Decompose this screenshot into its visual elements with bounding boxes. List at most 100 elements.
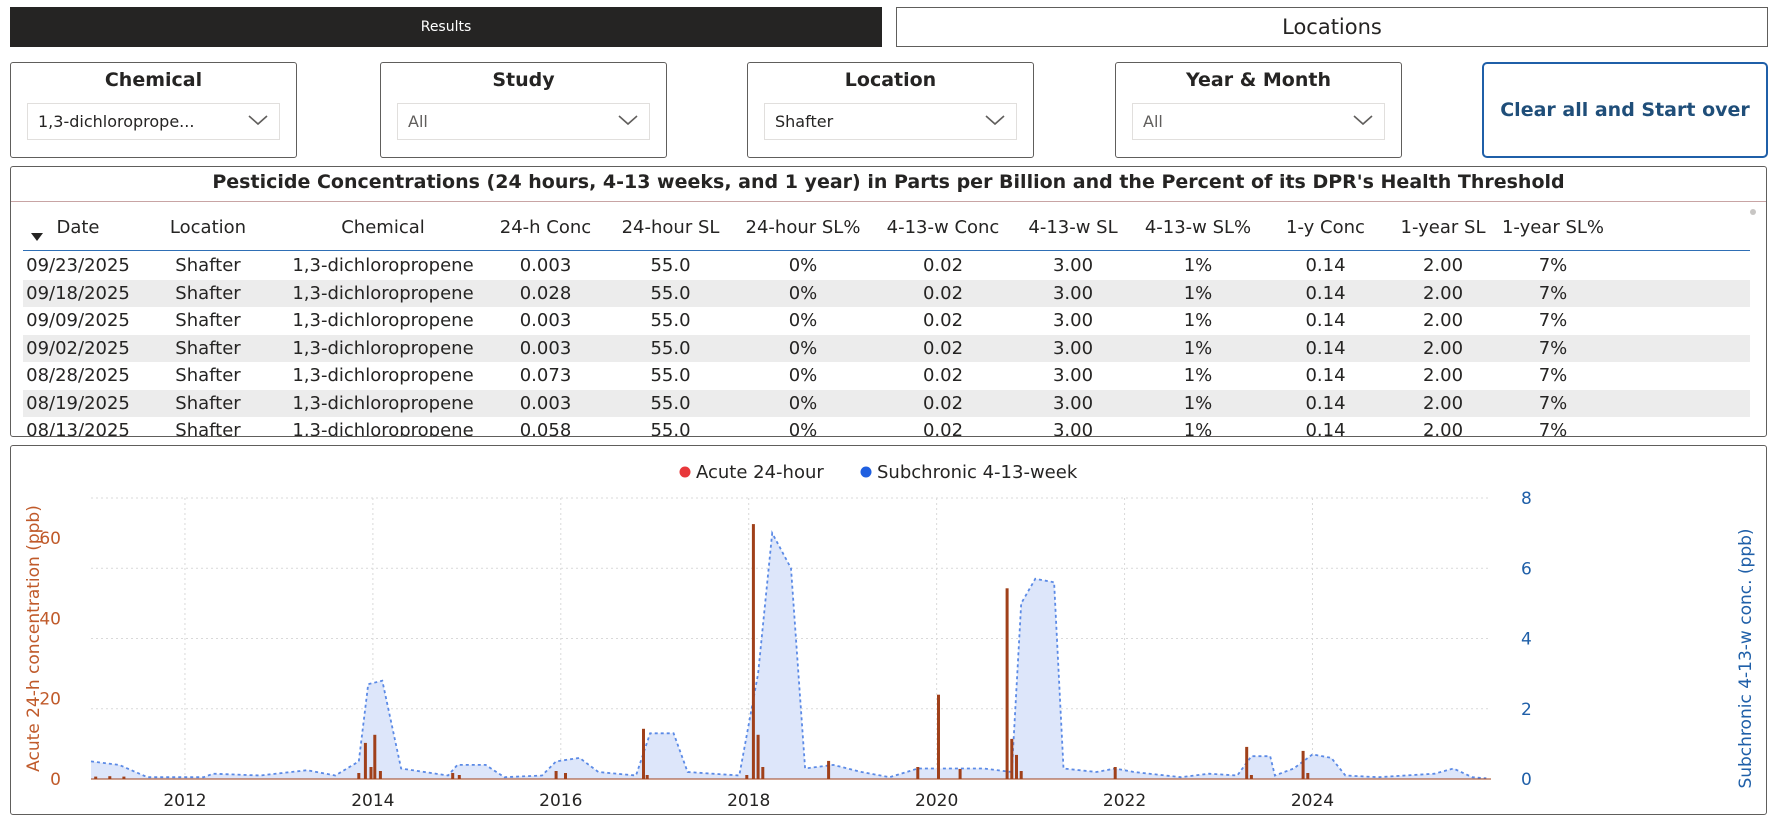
cell-413w-sl-pct: 1% <box>1183 337 1213 359</box>
cell-24h-sl: 55.0 <box>650 337 691 359</box>
acute-bar <box>378 771 382 779</box>
chemical-dropdown[interactable]: 1,3-dichloroprope... <box>27 103 280 140</box>
cell-location: Shafter <box>175 337 241 359</box>
cell-1y-conc: 0.14 <box>1305 310 1346 332</box>
sort-descending-icon[interactable] <box>31 233 43 241</box>
column-header-location[interactable]: Location <box>169 217 247 238</box>
cell-chemical: 1,3-dichloropropene <box>292 337 474 359</box>
cell-413w-conc: 0.02 <box>922 420 964 437</box>
tab-locations[interactable]: Locations <box>896 7 1768 47</box>
acute-bar <box>756 734 760 779</box>
cell-location: Shafter <box>175 282 241 304</box>
acute-bar <box>1015 754 1018 779</box>
acute-bar <box>1245 746 1249 779</box>
table-row[interactable]: 09/18/2025 Shafter 1,3-dichloropropene 0.02… <box>23 279 1750 307</box>
cell-chemical: 1,3-dichloropropene <box>292 255 474 277</box>
acute-bar <box>564 773 567 779</box>
concentration-table: Pesticide Concentrations (24 hours, 4-13… <box>10 166 1767 437</box>
column-header-chemical[interactable]: Chemical <box>341 217 425 238</box>
tab-results[interactable]: Results <box>10 7 882 47</box>
acute-bar <box>761 767 765 779</box>
x-tick-label: 2018 <box>727 791 770 811</box>
slicer-title: Location <box>844 69 937 91</box>
acute-bar <box>1019 771 1023 779</box>
cell-1y-conc: 0.14 <box>1305 337 1346 359</box>
table-row[interactable]: 08/19/2025 Shafter 1,3-dichloropropene 0.00… <box>23 389 1750 417</box>
acute-bar <box>357 773 361 779</box>
red-dot-icon <box>679 466 691 478</box>
cell-24h-conc: 0.073 <box>519 365 572 387</box>
column-header-24h-sl-pct[interactable]: 24-hour SL% <box>745 217 861 238</box>
right-tick-label: 2 <box>1521 700 1532 720</box>
cell-date: 09/23/2025 <box>26 255 130 277</box>
column-header-1y-sl-pct[interactable]: 1-year SL% <box>1501 217 1605 238</box>
cell-413w-sl: 3.00 <box>1052 392 1094 414</box>
study-dropdown[interactable]: All <box>397 103 650 140</box>
cell-24h-sl-pct: 0% <box>788 392 818 414</box>
location-dropdown[interactable]: Shafter <box>764 103 1017 140</box>
column-header-1y-sl[interactable]: 1-year SL <box>1400 217 1486 238</box>
table-row[interactable]: 09/09/2025 Shafter 1,3-dichloropropene 0.00… <box>23 307 1750 335</box>
x-tick-label: 2024 <box>1291 791 1334 811</box>
chevron-down-icon <box>618 115 638 126</box>
left-tick-label: 60 <box>39 529 61 549</box>
cell-location: Shafter <box>175 392 241 414</box>
column-header-413w-conc[interactable]: 4-13-w Conc <box>886 217 1000 238</box>
table-row[interactable]: 08/28/2025 Shafter 1,3-dichloropropene 0.07… <box>23 362 1750 390</box>
cell-413w-sl-pct: 1% <box>1183 392 1213 414</box>
cell-location: Shafter <box>175 310 241 332</box>
clear-all-button[interactable]: Clear all and Start over <box>1482 62 1768 158</box>
right-tick-label: 6 <box>1521 559 1532 579</box>
cell-1y-sl: 2.00 <box>1422 365 1464 387</box>
table-row[interactable]: 08/13/2025 Shafter 1,3-dichloropropene 0.05… <box>23 417 1750 437</box>
x-tick-label: 2020 <box>915 791 958 811</box>
legend-subchronic: Subchronic 4-13-week <box>877 462 1078 483</box>
cell-1y-sl-pct: 7% <box>1538 337 1568 359</box>
left-tick-label: 20 <box>39 690 61 710</box>
cell-24h-conc: 0.028 <box>519 282 572 304</box>
cell-24h-sl: 55.0 <box>650 420 691 437</box>
slicer-title: Year & Month <box>1186 69 1331 91</box>
cell-1y-sl-pct: 7% <box>1538 282 1568 304</box>
cell-413w-conc: 0.02 <box>922 310 964 332</box>
year-month-dropdown[interactable]: All <box>1132 103 1385 140</box>
acute-bar <box>1249 775 1253 779</box>
column-header-413w-sl[interactable]: 4-13-w SL <box>1028 217 1118 238</box>
table-row[interactable]: 09/02/2025 Shafter 1,3-dichloropropene 0.00… <box>23 334 1750 362</box>
cell-24h-sl: 55.0 <box>650 365 691 387</box>
x-tick-label: 2022 <box>1103 791 1146 811</box>
acute-bar <box>108 776 112 779</box>
acute-bar <box>1005 588 1009 779</box>
left-axis-title: Acute 24-h concentration (ppb) <box>24 505 44 772</box>
column-header-24h-conc[interactable]: 24-h Conc <box>499 217 592 238</box>
cell-24h-conc: 0.003 <box>519 337 572 359</box>
year-month-slicer: Year & Month All <box>1115 62 1402 158</box>
cell-date: 09/09/2025 <box>26 310 130 332</box>
table-row[interactable]: 09/23/2025 Shafter 1,3-dichloropropene 0.00… <box>23 252 1750 280</box>
column-header-date[interactable]: Date <box>56 217 100 238</box>
cell-1y-sl-pct: 7% <box>1538 392 1568 414</box>
acute-bar <box>1301 750 1305 779</box>
cell-1y-sl: 2.00 <box>1422 420 1464 437</box>
dropdown-value: Shafter <box>775 112 834 131</box>
scrollbar-thumb[interactable] <box>1750 209 1756 215</box>
column-header-1y-conc[interactable]: 1-y Conc <box>1286 217 1365 238</box>
acute-bar <box>122 776 126 779</box>
cell-1y-conc: 0.14 <box>1305 282 1346 304</box>
acute-bar <box>1113 767 1117 779</box>
cell-1y-conc: 0.14 <box>1305 255 1346 277</box>
cell-location: Shafter <box>175 365 241 387</box>
cell-413w-sl: 3.00 <box>1052 420 1094 437</box>
cell-chemical: 1,3-dichloropropene <box>292 420 474 437</box>
dropdown-value: 1,3-dichloroprope... <box>38 112 195 131</box>
table-body: 09/23/2025 Shafter 1,3-dichloropropene 0.00… <box>23 252 1750 437</box>
acute-bar <box>642 728 645 779</box>
cell-413w-conc: 0.02 <box>922 337 964 359</box>
cell-1y-sl: 2.00 <box>1422 310 1464 332</box>
chart-canvas: 2012 2014 2016 2018 2020 2022 2024 0 2 4 6 8 0 20 40 60… <box>24 462 1756 811</box>
cell-1y-sl-pct: 7% <box>1538 255 1568 277</box>
cell-413w-sl-pct: 1% <box>1183 365 1213 387</box>
cell-chemical: 1,3-dichloropropene <box>292 282 474 304</box>
column-header-24h-sl[interactable]: 24-hour SL <box>621 217 720 238</box>
column-header-413w-sl-pct[interactable]: 4-13-w SL% <box>1144 217 1252 238</box>
